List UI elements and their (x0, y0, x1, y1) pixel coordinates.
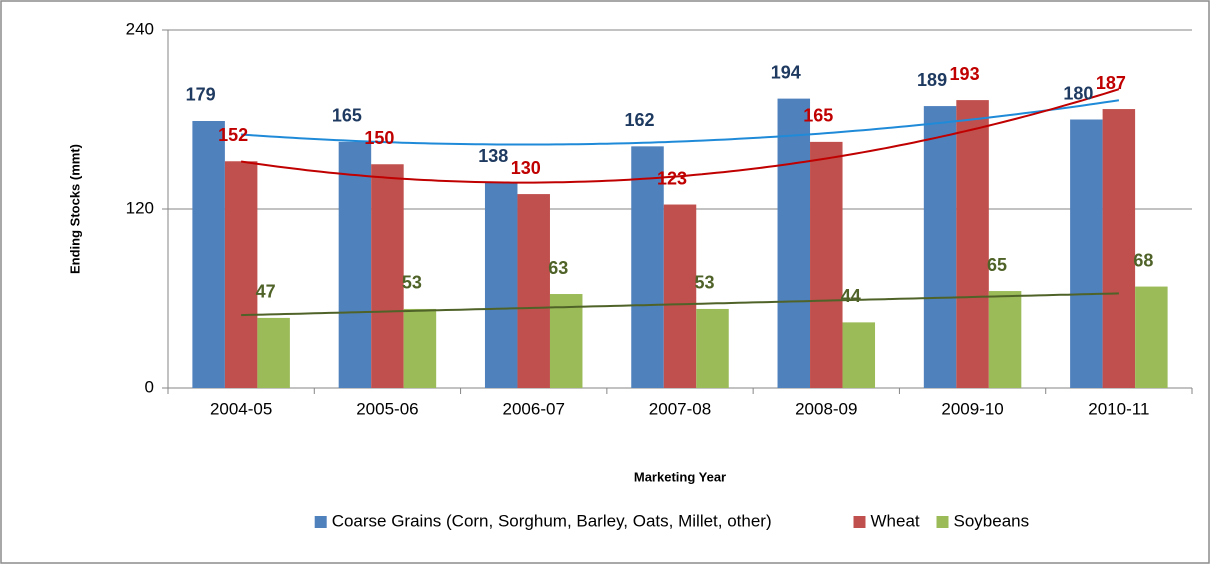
bar (224, 161, 258, 388)
data-label: 194 (771, 62, 801, 82)
data-label: 53 (402, 273, 422, 293)
bar (988, 291, 1022, 388)
bar (810, 141, 843, 388)
bar (842, 322, 876, 388)
data-label: 165 (332, 106, 362, 126)
bar (517, 194, 550, 388)
trend-line (241, 99, 1120, 146)
data-label: 44 (841, 286, 861, 306)
y-tick-label: 0 (145, 377, 154, 396)
data-label: 53 (694, 273, 714, 293)
legend-swatch (936, 516, 949, 528)
legend-label: Wheat (871, 511, 920, 530)
x-axis-title: Marketing Year (634, 469, 726, 484)
legend-label: Soybeans (954, 511, 1030, 530)
bar (1135, 286, 1168, 388)
data-label: 189 (917, 70, 947, 90)
bar (663, 204, 697, 388)
bar (956, 100, 989, 388)
bar (257, 317, 290, 388)
data-label: 65 (987, 255, 1007, 275)
x-tick-label: 2010-11 (1088, 399, 1149, 418)
x-tick-label: 2004-05 (210, 399, 272, 418)
data-label: 152 (218, 125, 248, 145)
data-label: 165 (803, 106, 833, 126)
data-label: 162 (624, 110, 654, 130)
bar (338, 141, 372, 388)
data-label: 180 (1063, 83, 1093, 103)
bar (923, 106, 957, 388)
x-tick-label: 2006-07 (503, 399, 565, 418)
bar (1070, 119, 1103, 388)
y-tick-label: 240 (126, 19, 154, 38)
x-tick-label: 2008-09 (795, 399, 857, 418)
trend-line (240, 88, 1120, 184)
bar (631, 146, 664, 388)
bar (403, 308, 437, 388)
bar (549, 294, 583, 388)
y-axis-title: Ending Stocks (mmt) (67, 144, 82, 274)
legend-swatch (314, 516, 327, 528)
bar (484, 182, 518, 388)
x-tick-label: 2005-06 (356, 399, 418, 418)
data-label: 123 (657, 168, 687, 188)
data-label: 68 (1133, 250, 1153, 270)
bar (371, 164, 404, 388)
data-label: 47 (256, 282, 276, 302)
bar (192, 120, 225, 388)
data-label: 138 (478, 146, 508, 166)
data-label: 150 (364, 128, 394, 148)
bar (1102, 109, 1136, 388)
bar (777, 98, 811, 388)
data-label: 179 (186, 85, 216, 105)
x-tick-label: 2009-10 (941, 399, 1003, 418)
data-label: 63 (548, 258, 568, 278)
data-label: 130 (511, 158, 541, 178)
data-label: 187 (1096, 73, 1126, 93)
x-tick-label: 2007-08 (649, 399, 711, 418)
data-label: 193 (950, 64, 980, 84)
y-tick-label: 120 (126, 198, 154, 217)
trend-line (241, 292, 1119, 317)
bar (696, 308, 729, 388)
legend-label: Coarse Grains (Corn, Sorghum, Barley, Oa… (332, 511, 772, 530)
legend-swatch (853, 516, 866, 528)
